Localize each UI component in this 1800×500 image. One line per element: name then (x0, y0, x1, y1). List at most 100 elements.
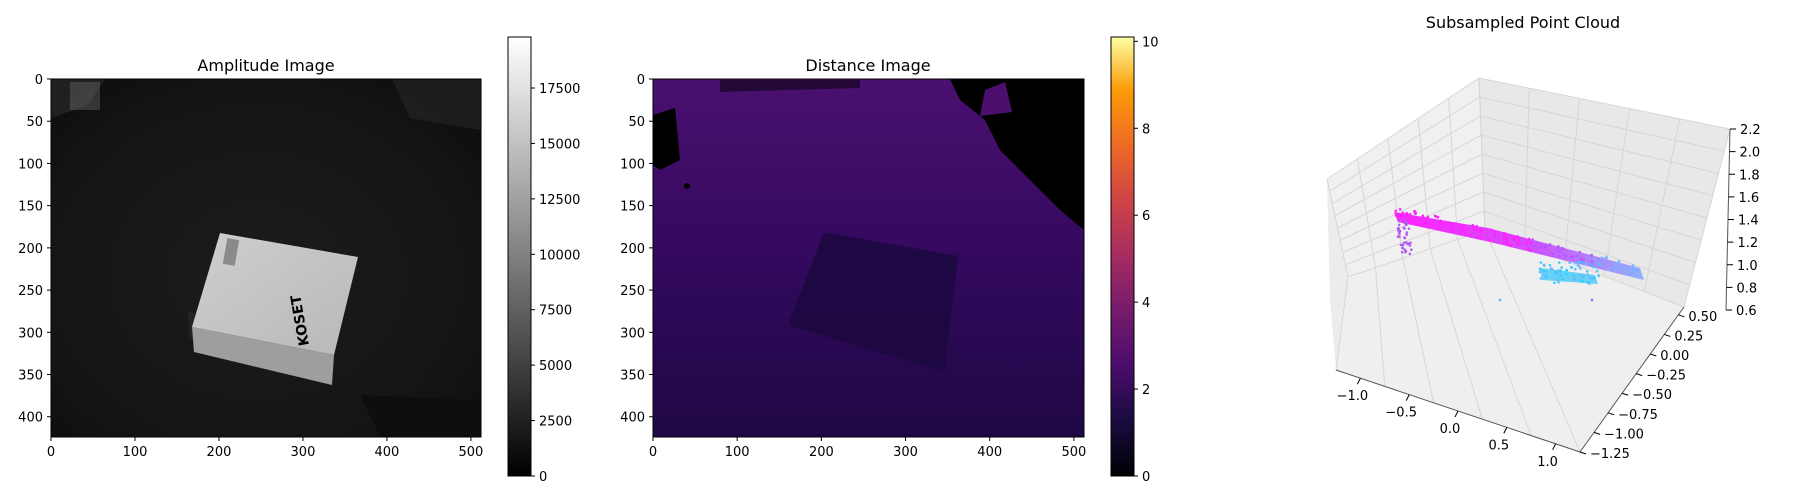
point (1561, 247, 1565, 250)
point (1539, 245, 1543, 249)
point (1459, 232, 1462, 235)
distance-box (788, 232, 958, 372)
x-tick-label: 0 (649, 445, 657, 460)
point (1472, 225, 1476, 229)
y-tick-mark (1664, 333, 1671, 337)
point (1408, 244, 1412, 247)
point (1556, 278, 1560, 282)
distance-panel: Distance Image 0 100 200 300 400 500 05010015… (620, 35, 1158, 485)
y-tick-label: 250 (18, 284, 43, 299)
point (1414, 211, 1418, 215)
point (1407, 227, 1411, 230)
point (1614, 262, 1618, 265)
y-tick-label: −0.50 (1632, 388, 1672, 403)
y-tick-label: −1.25 (1590, 447, 1630, 462)
point (1607, 267, 1610, 271)
point (1407, 217, 1411, 220)
point (1502, 241, 1506, 244)
point (1507, 243, 1510, 247)
point (1548, 263, 1552, 267)
point (1503, 232, 1506, 235)
point (1564, 254, 1567, 258)
colorbar-tick-label: 5000 (539, 359, 572, 374)
point (1557, 254, 1561, 258)
point (1498, 298, 1502, 302)
point (1556, 269, 1560, 272)
point (1592, 265, 1595, 269)
pointcloud-scatter (1394, 208, 1644, 302)
x-tick-label: 0.5 (1488, 438, 1509, 453)
point (1582, 258, 1586, 261)
y-tick-mark (1678, 314, 1685, 318)
point (1559, 274, 1563, 278)
point (1397, 227, 1401, 231)
colorbar-tick-label: 15000 (539, 137, 580, 152)
point (1596, 260, 1599, 264)
point (1539, 251, 1543, 255)
point (1410, 248, 1413, 252)
x-tick-label: −0.5 (1385, 406, 1417, 421)
point (1460, 230, 1463, 233)
point (1560, 266, 1563, 269)
y-tick-label: 300 (620, 326, 645, 341)
point (1590, 298, 1594, 302)
y-tick-label: 400 (18, 411, 43, 426)
point (1590, 260, 1593, 264)
z-tick-label: 2.2 (1740, 123, 1761, 138)
point (1398, 232, 1401, 236)
point (1597, 274, 1601, 277)
point (1461, 228, 1465, 231)
point (1551, 252, 1555, 256)
point (1605, 256, 1609, 259)
amplitude-panel: Amplitude Image KOSET 0 100 200 300 400 500 0… (18, 36, 580, 485)
y-tick-label: 100 (620, 157, 645, 172)
point (1405, 231, 1409, 234)
point (1593, 257, 1596, 261)
colorbar-tick-label: 12500 (539, 193, 580, 208)
amplitude-heatmap: KOSET (50, 78, 482, 438)
y-tick-label: 200 (18, 242, 43, 257)
colorbar-tick-label: 10 (1142, 35, 1159, 50)
point (1469, 233, 1472, 237)
distance-heatmap (652, 78, 1085, 438)
x-tick-label: 400 (977, 445, 1002, 460)
y-tick-label: 50 (26, 115, 43, 130)
point (1572, 274, 1576, 277)
colorbar-tick-label: 10000 (539, 248, 580, 263)
point (1624, 270, 1628, 274)
point (1398, 229, 1401, 233)
point (1399, 218, 1402, 222)
pointcloud-y-ticks: −1.25 −1.00 −0.75 −0.50 −0.25 0.00 0.25 0.50 (1579, 310, 1717, 462)
point (1555, 271, 1558, 275)
colorbar-tick-label: 0 (539, 470, 547, 485)
point (1588, 277, 1592, 280)
point (1572, 278, 1575, 282)
pointcloud-x-ticks: −1.0 −0.5 0.0 0.5 1.0 (1337, 377, 1558, 470)
point (1442, 223, 1446, 226)
point (1407, 242, 1411, 245)
x-tick-mark (1454, 410, 1459, 418)
y-tick-label: 100 (18, 157, 43, 172)
point (1545, 245, 1548, 249)
point (1544, 270, 1548, 274)
y-tick-label: 400 (620, 411, 645, 426)
point (1453, 225, 1456, 229)
z-tick-label: 1.4 (1738, 214, 1759, 229)
point (1508, 234, 1511, 237)
point (1627, 272, 1631, 276)
box-side (192, 327, 334, 385)
point (1542, 263, 1546, 267)
point (1475, 224, 1478, 228)
point (1405, 220, 1408, 224)
x-tick-label: 500 (1061, 445, 1086, 460)
colorbar-tick-label: 4 (1142, 296, 1150, 311)
point (1543, 273, 1547, 277)
point (1439, 219, 1442, 223)
point (1411, 219, 1415, 223)
point (1565, 269, 1568, 272)
point (1531, 244, 1535, 248)
y-tick-label: −1.00 (1604, 427, 1644, 442)
point (1590, 253, 1593, 257)
point (1473, 228, 1477, 232)
